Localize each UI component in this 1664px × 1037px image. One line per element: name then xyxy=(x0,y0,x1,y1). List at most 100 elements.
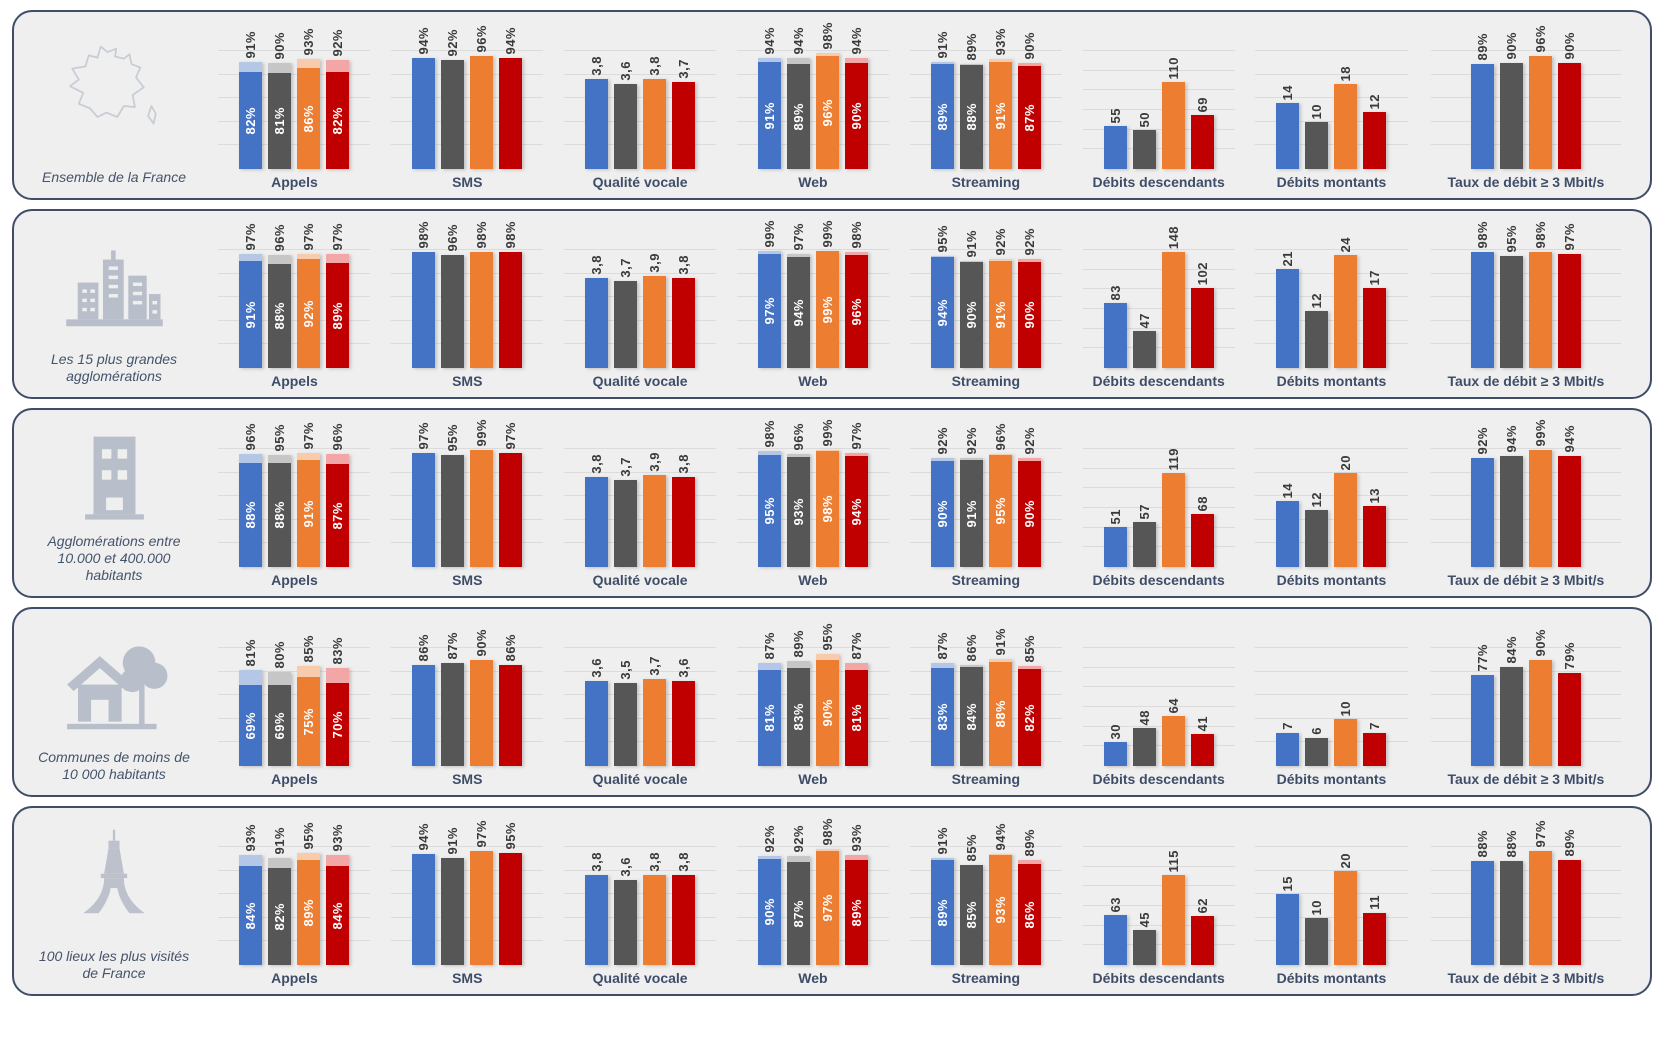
bar: 88% xyxy=(268,455,292,567)
gridline xyxy=(1255,518,1408,520)
metric-chart-web: 91% 94% 89% 94% 96% 98% 90% 94% Web xyxy=(727,16,900,194)
city-icon xyxy=(65,250,163,327)
chart-title: Débits montants xyxy=(1276,174,1387,190)
eiffel-tower-icon xyxy=(83,830,145,914)
bar-value-text: 3,9 xyxy=(647,452,663,472)
bar-value-label: 10 xyxy=(1334,701,1357,716)
bar-solid-segment: 90% xyxy=(757,859,781,965)
gridline xyxy=(1255,448,1408,449)
bar-value-label: 11 xyxy=(1363,895,1386,910)
bar-inner-label: 91% xyxy=(301,499,317,528)
bar-value-label: 97% xyxy=(326,223,349,251)
region-label-zone: Agglomérations entre 10.000 et 400.000 h… xyxy=(20,414,208,592)
bar xyxy=(412,58,436,169)
bar-group: 89% 90% 96% 90% xyxy=(1470,25,1581,169)
gridline xyxy=(564,916,717,918)
bar-inner-label: 81% xyxy=(761,704,777,732)
chart-title: Web xyxy=(798,174,828,190)
bar xyxy=(1470,64,1494,169)
gridline xyxy=(909,717,1062,719)
metric-chart-taux_debit: 92% 94% 99% 94% Taux de débit ≥ 3 Mbit/s xyxy=(1418,414,1634,592)
bar-group: 3,8 3,7 3,9 3,8 xyxy=(585,449,696,567)
bar xyxy=(643,875,667,965)
bar-value-text: 10 xyxy=(1309,899,1325,915)
bar-value-label: 3,7 xyxy=(614,457,637,477)
bar-value-label: 94% xyxy=(412,27,435,55)
bar-value-label: 81% xyxy=(239,639,262,667)
gridline xyxy=(391,647,544,648)
bar-value-text: 12 xyxy=(1309,292,1325,308)
bar-value-text: 92% xyxy=(1474,427,1490,455)
bar-value-label: 15 xyxy=(1276,876,1299,891)
gridline xyxy=(909,272,1062,274)
gridline xyxy=(1082,905,1235,906)
gridline xyxy=(564,647,717,648)
bar-value-label: 20 xyxy=(1334,853,1357,868)
bar-solid-segment: 90% xyxy=(815,660,839,766)
bar xyxy=(1276,103,1300,169)
bar xyxy=(1557,63,1581,169)
bar-value-label: 90% xyxy=(1529,629,1552,657)
gridline xyxy=(564,542,717,544)
gridline xyxy=(1255,144,1408,146)
chart-plot: 86% 87% 90% 86% xyxy=(391,629,544,766)
bar-solid-segment: 82% xyxy=(268,868,292,965)
gridline xyxy=(391,495,544,497)
bar-value-label: 99% xyxy=(758,220,781,248)
bar xyxy=(672,477,696,567)
gridline xyxy=(391,717,544,719)
gridline xyxy=(1430,343,1621,345)
bar-inner-label: 84% xyxy=(330,901,346,930)
bar-value-text: 87% xyxy=(445,632,461,660)
bar-inner-label: 88% xyxy=(963,103,979,131)
bar: 91% xyxy=(988,59,1012,169)
bar-value-label: 62 xyxy=(1191,898,1214,913)
bar-value-label: 85% xyxy=(297,635,320,663)
bar-value-label: 96% xyxy=(441,224,464,252)
bar xyxy=(1276,501,1300,567)
bar-value-text: 98% xyxy=(819,818,835,846)
metric-chart-debits_descendants: 30 48 64 41 Débits descendants xyxy=(1072,613,1245,791)
bar-value-text: 21 xyxy=(1280,250,1296,266)
charts-row: 69% 81% 69% 80% 75% 85% 70% 83% Appels 86% 87% 90… xyxy=(208,613,1634,791)
metric-chart-debits_montants: 15 10 20 11 Débits montants xyxy=(1245,812,1418,990)
bar-value-text: 97% xyxy=(503,422,519,450)
bar-value-label: 77% xyxy=(1471,644,1494,672)
bar-value-text: 7 xyxy=(1280,722,1296,730)
gridline xyxy=(218,670,371,672)
gridline xyxy=(218,741,371,743)
bar: 82% xyxy=(268,858,292,965)
bar-group: 88% 96% 88% 95% 91% 97% 87% 96% xyxy=(239,422,350,567)
metric-chart-debits_descendants: 51 57 119 68 Débits descendants xyxy=(1072,414,1245,592)
bar-inner-label: 90% xyxy=(1021,500,1037,528)
bar-value-text: 92% xyxy=(330,29,346,57)
bar-value-label: 85% xyxy=(960,834,983,862)
bar-value-label: 97% xyxy=(239,223,262,251)
bar-group: 3,8 3,6 3,8 3,8 xyxy=(585,847,696,965)
bar-value-text: 91% xyxy=(963,230,979,258)
bar-solid-segment: 88% xyxy=(268,264,292,368)
bar-value-text: 3,7 xyxy=(676,59,692,79)
bar-value-text: 97% xyxy=(474,820,490,848)
region-icon-slot xyxy=(59,812,169,948)
bar-solid-segment: 87% xyxy=(1017,66,1041,169)
bar: 82% xyxy=(239,62,263,169)
bar-value-text: 90% xyxy=(1021,32,1037,60)
chart-plot: 77% 84% 90% 79% xyxy=(1430,629,1621,766)
gridline xyxy=(218,97,371,99)
chart-plot: 97% 99% 94% 97% 99% 99% 96% 98% xyxy=(736,220,889,368)
gridline xyxy=(1430,518,1621,520)
bar-value-label: 92% xyxy=(1018,427,1041,455)
gridline xyxy=(391,869,544,871)
bar-value-label: 3,6 xyxy=(614,61,637,81)
bar-value-label: 89% xyxy=(960,33,983,61)
gridline xyxy=(564,73,717,75)
bar-solid-segment: 95% xyxy=(988,455,1012,567)
bar-solid-segment: 89% xyxy=(844,860,868,965)
bar-value-label: 69 xyxy=(1191,97,1214,112)
bar-value-text: 97% xyxy=(243,223,259,251)
bar-value-text: 91% xyxy=(445,827,461,855)
bar-value-text: 11 xyxy=(1367,895,1383,910)
bar-value-label: 115 xyxy=(1162,850,1185,872)
bar-inner-label: 89% xyxy=(934,898,950,927)
